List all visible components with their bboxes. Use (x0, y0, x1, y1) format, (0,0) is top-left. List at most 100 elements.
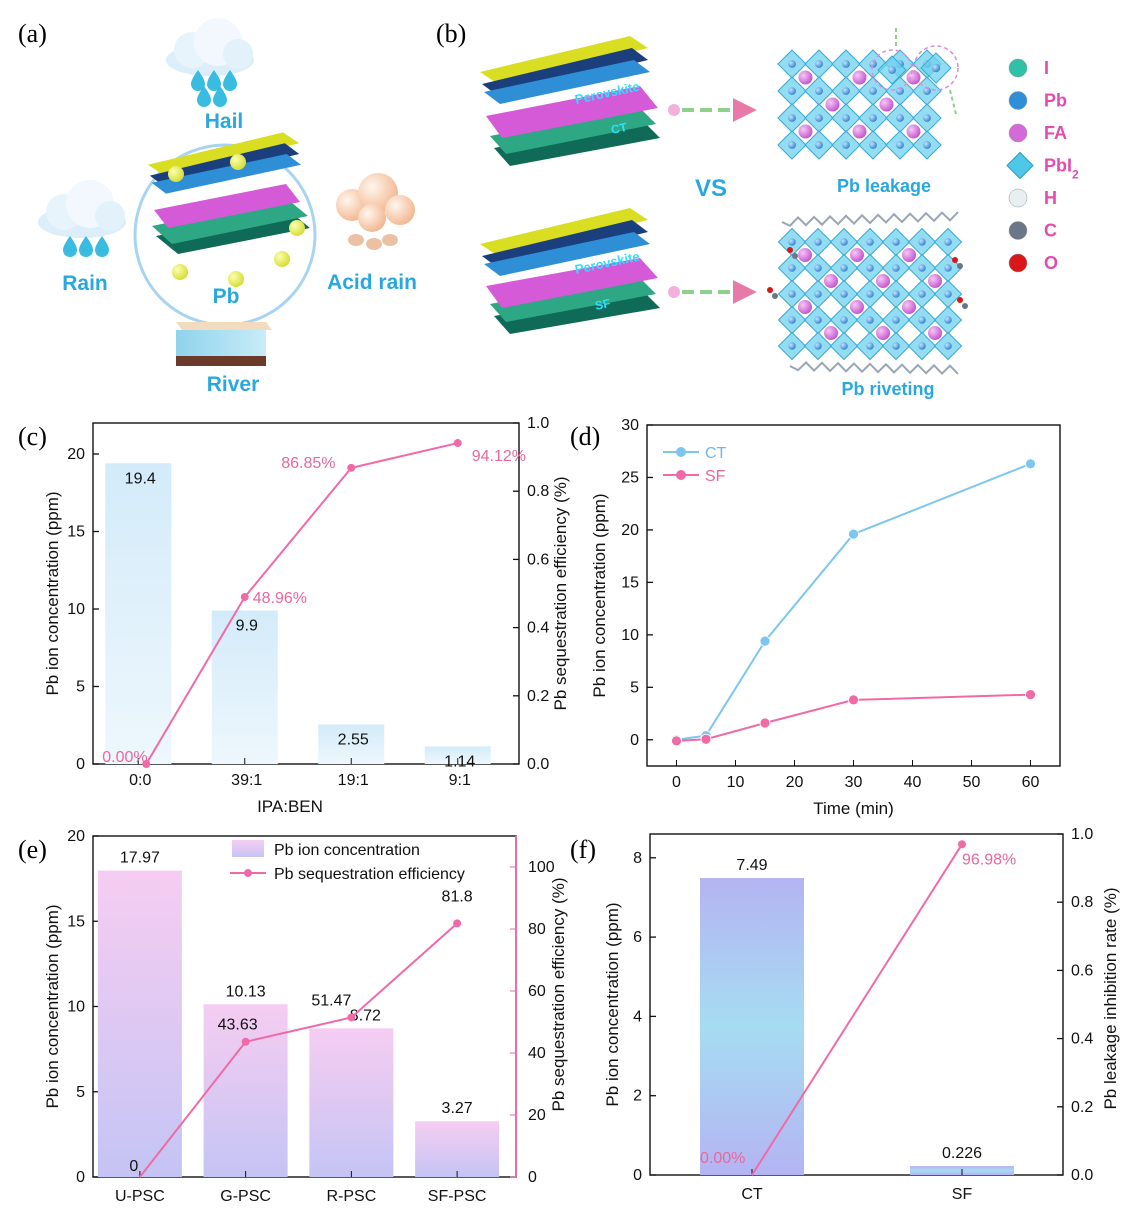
acid-rain-cloud-icon (336, 173, 415, 250)
y-tick-label: 0 (630, 732, 639, 749)
panel-a-letter: (a) (18, 19, 47, 48)
pb-atom (842, 87, 850, 95)
legend-atom-icon (1008, 58, 1028, 78)
ct-layer-label: CT (610, 120, 629, 137)
y-tick-label: 0.4 (527, 620, 549, 637)
series-point-SF (1025, 689, 1036, 701)
fa-atom (798, 248, 812, 262)
pb-riveting-caption: Pb riveting (841, 379, 934, 399)
y2-tick-label: 0 (528, 1169, 537, 1186)
panel-b-letter: (b) (436, 19, 466, 48)
legend-label-SF: SF (705, 468, 726, 485)
bar-value-label: 7.49 (736, 857, 767, 874)
fa-atom (850, 248, 864, 262)
y-tick-label: 15 (621, 574, 639, 591)
pb-atom (944, 290, 952, 298)
y-tick-label: 0.4 (1071, 1031, 1093, 1048)
pb-leakage-caption: Pb leakage (837, 176, 931, 196)
carbon-atom (962, 303, 968, 309)
legend-atom-icon (1008, 188, 1028, 208)
rain-drops-icon (63, 236, 109, 257)
legend-atom-icon (1008, 91, 1028, 110)
panel-f-letter: (f) (570, 835, 596, 864)
label-rain: Rain (62, 272, 108, 295)
y-tick-label: 0.2 (527, 688, 549, 705)
pb-atom (815, 60, 823, 68)
bar-value-label: 0.226 (942, 1145, 982, 1162)
arrow-top-icon (668, 98, 757, 122)
pb-atom (944, 316, 952, 324)
y-axis-title: Pb ion concentration (ppm) (43, 904, 62, 1108)
hail-drops-icon (191, 70, 237, 107)
x-tick-label: SF-PSC (428, 1188, 487, 1205)
pb-atom (918, 316, 926, 324)
y-tick-label: 10 (67, 999, 85, 1016)
oxygen-atom (787, 247, 793, 253)
y-axis-title: Pb ion concentration (ppm) (603, 902, 622, 1106)
label-acid-rain: Acid rain (327, 271, 417, 294)
y-axis-title: Pb sequestration efficiency (%) (549, 877, 568, 1111)
efficiency-line (139, 922, 458, 1178)
y-tick-label: 6 (633, 929, 642, 946)
x-tick-label: 10 (727, 774, 745, 791)
efficiency-line (145, 442, 458, 765)
fa-atom (879, 97, 894, 112)
legend-atom-label: PbI2 (1044, 156, 1079, 182)
fa-atom (852, 70, 867, 85)
fa-atom (798, 70, 813, 85)
y-tick-label: 4 (633, 1008, 642, 1025)
efficiency-label: 43.63 (218, 1017, 258, 1034)
y-tick-label: 5 (630, 679, 639, 696)
panel-d-letter: (d) (570, 422, 600, 451)
efficiency-label: 48.96% (253, 590, 307, 607)
series-point-SF (848, 694, 859, 706)
y-tick-label: 8 (633, 850, 642, 867)
fa-atom (852, 124, 867, 139)
y-tick-label: 0.8 (527, 483, 549, 500)
pb-atom (931, 63, 941, 73)
chart-d: (d) 0 5 10 15 20 25 30 0 10 20 30 40 50 60 CT SF Time (m… (570, 417, 1061, 818)
oxygen-atom (767, 287, 773, 293)
legend-atom-label: O (1044, 253, 1058, 273)
legend-label: Pb sequestration efficiency (274, 866, 465, 883)
ct-device-stack-icon: Perovskite CT (480, 36, 660, 166)
plot-frame (92, 422, 520, 765)
bar-CT (700, 878, 804, 1175)
legend-atom-icon (1008, 123, 1028, 143)
y2-tick-label: 20 (528, 1107, 546, 1124)
bar-0:0 (105, 463, 172, 764)
pb-atom (840, 290, 848, 298)
oxygen-atom (952, 257, 958, 263)
hail-cloud-icon (166, 18, 254, 76)
efficiency-point (240, 593, 249, 602)
pb-atom (814, 290, 822, 298)
fa-atom (824, 274, 838, 288)
y-tick-label: 1.0 (1071, 826, 1093, 843)
efficiency-point (241, 1037, 250, 1046)
legend-marker-CT (676, 447, 686, 457)
y-tick-label: 15 (67, 524, 85, 541)
series-point-SF (759, 717, 771, 729)
inhibition-label: 0.00% (700, 1150, 745, 1167)
legend-atom-label: C (1044, 221, 1057, 241)
y-tick-label: 0.0 (527, 756, 549, 773)
legend-marker-SF (676, 470, 686, 480)
legend-label: Pb ion concentration (274, 842, 420, 859)
bar-value-label: 2.55 (338, 731, 369, 748)
bar-19:1 (318, 724, 385, 764)
pb-atom (892, 290, 900, 298)
pb-atom (892, 264, 900, 272)
pb-atom (869, 87, 877, 95)
y-tick-label: 10 (67, 601, 85, 618)
efficiency-point (347, 1013, 356, 1022)
bar-value-label: 9.9 (236, 618, 258, 635)
fa-atom (902, 248, 916, 262)
fa-atom (798, 124, 813, 139)
pb-atom (869, 141, 877, 149)
bar-value-label: 17.97 (120, 850, 160, 867)
legend-atom-icon (1008, 253, 1028, 273)
fa-atom (902, 300, 916, 314)
label-pb: Pb (213, 285, 240, 308)
rain-cloud-icon (38, 180, 126, 238)
